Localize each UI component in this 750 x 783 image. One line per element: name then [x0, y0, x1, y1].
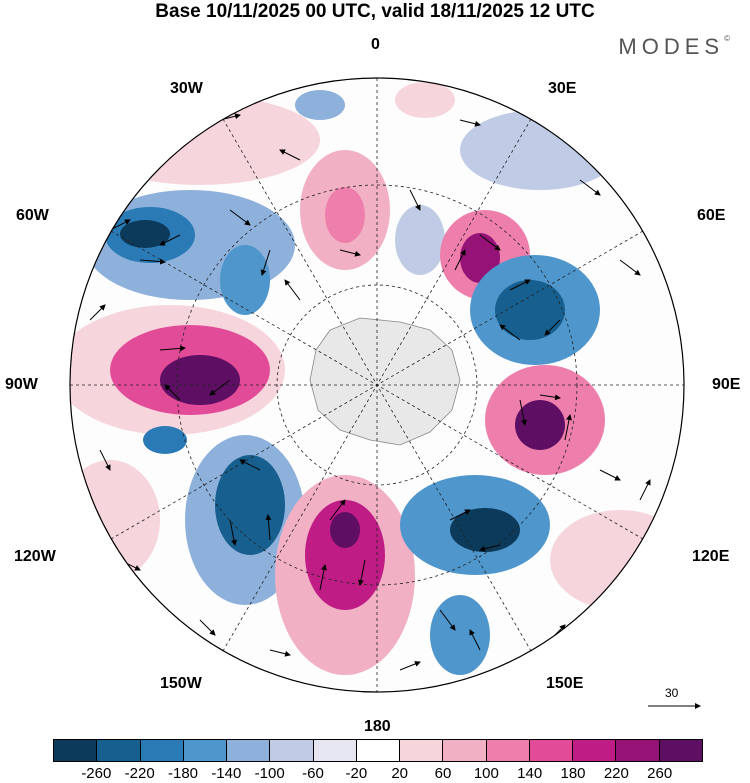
negative-anomaly [143, 426, 187, 454]
colorbar-segment [400, 740, 444, 761]
label-150e: 150E [546, 675, 584, 692]
colorbar-tick: -260 [81, 765, 112, 782]
map-boundary [69, 77, 685, 693]
colorbar-segment [183, 740, 228, 761]
negative-anomaly [120, 220, 170, 248]
reference-vector: 30 [645, 686, 705, 716]
colorbar-segment [97, 740, 141, 761]
colorbar-segment [529, 740, 574, 761]
negative-anomaly [460, 110, 620, 190]
label-60w: 60W [16, 207, 49, 224]
colorbar-tick: 220 [603, 765, 629, 782]
colorbar-tick: 140 [517, 765, 543, 782]
colorbar-tick: 100 [473, 765, 499, 782]
graticule [70, 78, 684, 692]
label-30w: 30W [170, 80, 203, 97]
positive-anomaly [395, 82, 455, 118]
colorbar-tick: -100 [254, 765, 285, 782]
colorbar-segment [356, 740, 401, 761]
colorbar-segment [140, 740, 184, 761]
colorbar-tick: -180 [167, 765, 199, 782]
brand-name: MODES [618, 34, 725, 59]
colorbar-segment [659, 740, 702, 761]
colorbar-tick: 60 [434, 765, 452, 782]
colorbar-tick: -140 [211, 765, 242, 782]
label-120e: 120E [692, 548, 730, 565]
positive-anomaly [160, 355, 240, 405]
map-title: Base 10/11/2025 00 UTC, valid 18/11/2025… [155, 1, 595, 22]
reference-vector-value: 30 [665, 686, 679, 700]
label-180: 180 [364, 718, 391, 735]
negative-anomaly [495, 280, 565, 340]
colorbar-segment [227, 740, 271, 761]
colorbar-segment [270, 740, 314, 761]
anomaly-field [70, 82, 684, 675]
label-30e: 30E [548, 80, 577, 97]
colorbar-tick-labels: -260 -220 -180 -140 -100 -60 -20 20 60 100 140 180 2… [0, 765, 750, 783]
colorbar-tick: 180 [560, 765, 586, 782]
label-90e: 90E [712, 376, 741, 393]
positive-anomaly [80, 95, 320, 185]
colorbar-tick: -20 [345, 765, 368, 782]
label-60e: 60E [697, 207, 726, 224]
colorbar-segment [486, 740, 530, 761]
colorbar-tick: 260 [647, 765, 673, 782]
label-90w: 90W [5, 376, 38, 393]
brand-mark: © [724, 34, 730, 43]
colorbar-tick: 20 [391, 765, 408, 782]
label-150w: 150W [160, 675, 202, 692]
modes-logo: MODES© [618, 34, 730, 60]
colorbar-tick: -60 [302, 765, 324, 782]
colorbar-segment [616, 740, 660, 761]
colorbar [53, 739, 703, 762]
colorbar-segment [443, 740, 487, 761]
negative-anomaly [430, 595, 490, 675]
colorbar-tick: -220 [124, 765, 155, 782]
colorbar-segment [313, 740, 357, 761]
colorbar-segment [573, 740, 617, 761]
positive-anomaly [325, 187, 365, 243]
negative-anomaly [295, 90, 345, 120]
positive-anomaly [550, 510, 684, 610]
positive-anomaly [330, 512, 360, 548]
wind-vectors [89, 113, 651, 671]
positive-anomaly [70, 460, 160, 580]
negative-anomaly [220, 245, 270, 315]
antarctica-landmass [309, 317, 461, 446]
label-0: 0 [371, 36, 380, 53]
positive-anomaly [305, 500, 385, 610]
colorbar-segment [54, 740, 98, 761]
label-120w: 120W [14, 548, 56, 565]
negative-anomaly [395, 205, 445, 275]
positive-anomaly [515, 400, 565, 450]
